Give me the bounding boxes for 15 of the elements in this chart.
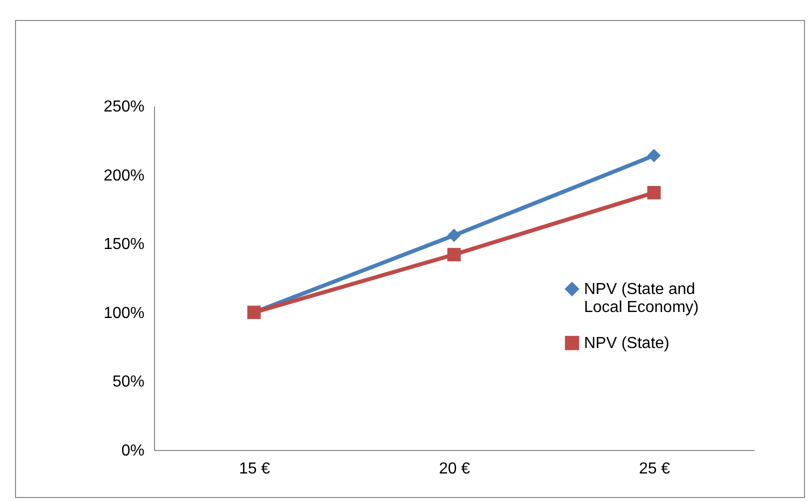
- x-tick-label: 20 €: [438, 460, 470, 478]
- x-tick-label: 15 €: [238, 460, 270, 478]
- y-tick-label: 250%: [104, 98, 144, 116]
- legend-label: NPV (State and Local Economy): [584, 281, 699, 316]
- y-tick-label: 50%: [112, 374, 144, 391]
- y-tick-label: 150%: [104, 236, 144, 254]
- point: [447, 248, 461, 262]
- point: [447, 228, 461, 242]
- y-tick-label: 100%: [104, 304, 144, 322]
- y-tick-label: 200%: [104, 167, 144, 184]
- point: [647, 186, 661, 200]
- x-tick-label: 25 €: [638, 460, 670, 478]
- y-tick-label: 0%: [121, 442, 144, 460]
- legend-label: NPV (State): [584, 335, 670, 352]
- point: [647, 148, 661, 162]
